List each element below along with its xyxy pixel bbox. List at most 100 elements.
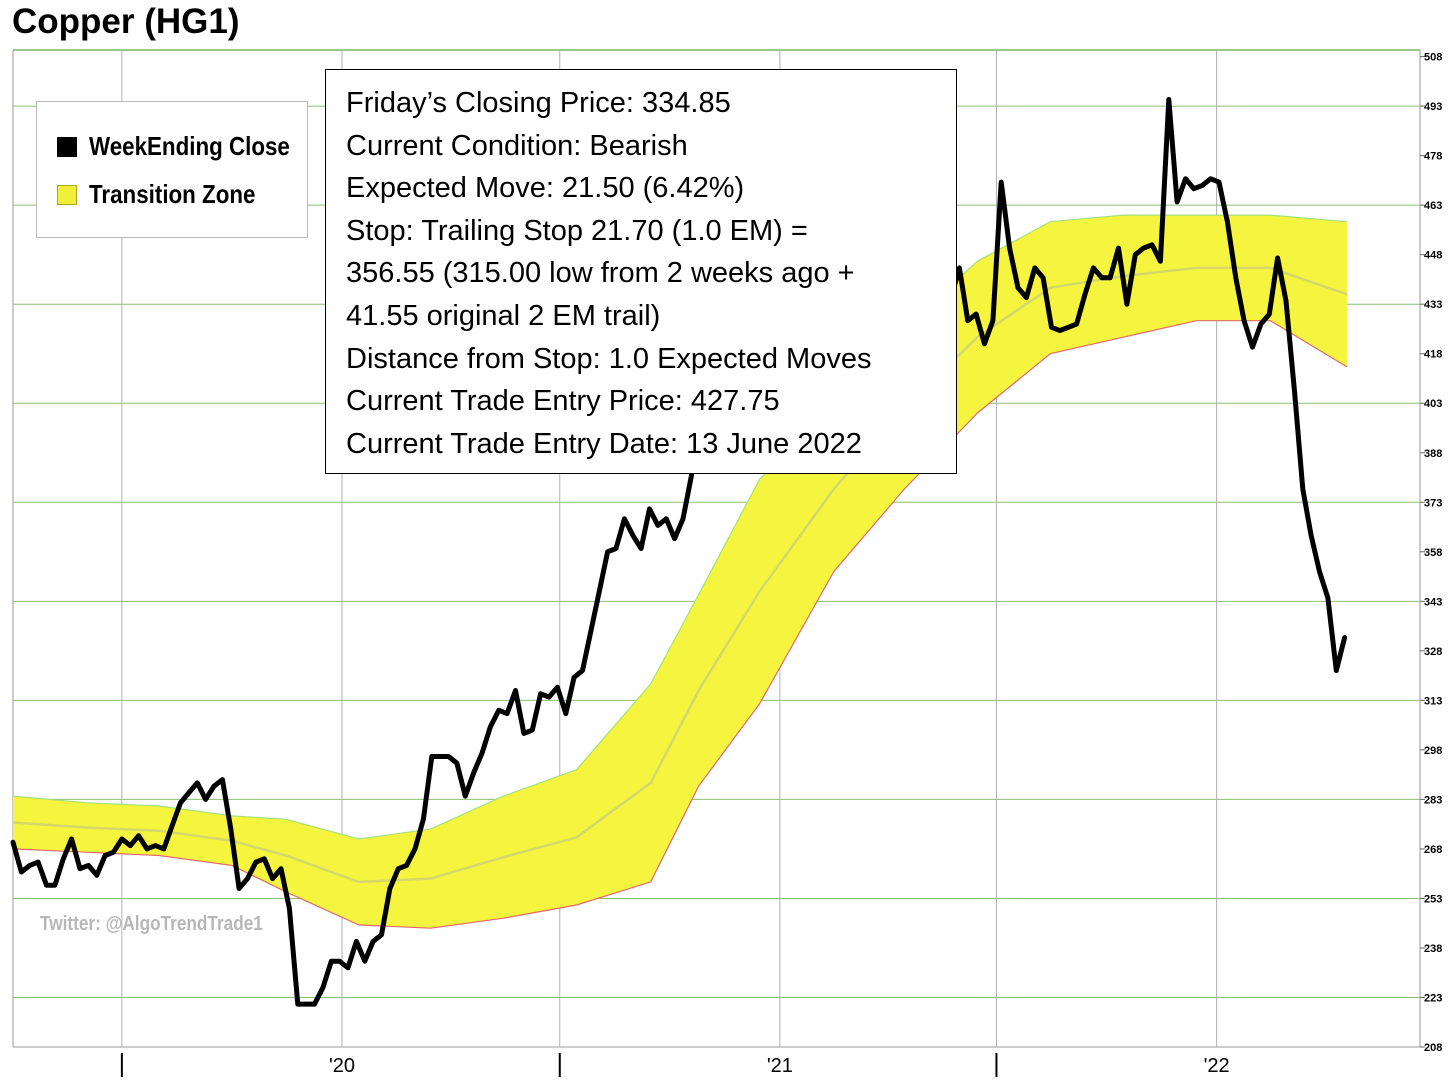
close-price-point — [682, 518, 684, 520]
close-price-point — [414, 848, 416, 850]
close-price-point — [1293, 389, 1295, 391]
close-price-point — [431, 756, 433, 757]
close-price-point — [615, 548, 617, 549]
close-price-point — [314, 1003, 315, 1005]
close-price-point — [1134, 254, 1136, 256]
info-line-closing-price: Friday’s Closing Price: 334.85 — [346, 87, 731, 119]
close-price-point — [1335, 670, 1337, 672]
close-price-point — [1252, 346, 1253, 348]
y-tick-label: 268 — [1424, 844, 1442, 856]
close-price-point — [154, 845, 156, 847]
y-tick-label: 313 — [1424, 695, 1442, 707]
close-price-point — [489, 726, 491, 728]
close-price-point — [1017, 287, 1019, 289]
close-price-point — [439, 756, 441, 757]
close-price-point — [556, 686, 558, 688]
close-price-point — [339, 960, 341, 962]
close-price-point — [213, 785, 215, 787]
close-price-point — [121, 838, 123, 840]
close-price-point — [573, 676, 575, 678]
close-price-point — [37, 861, 39, 863]
y-tick-label: 433 — [1424, 299, 1442, 311]
y-tick-label: 388 — [1424, 448, 1442, 460]
close-price-point — [113, 851, 114, 853]
close-price-point — [71, 838, 73, 840]
info-line-distance: Distance from Stop: 1.0 Expected Moves — [346, 342, 872, 375]
close-price-point — [297, 1003, 299, 1005]
close-price-point — [1143, 247, 1145, 249]
close-price-point — [1084, 293, 1086, 295]
transition-zone-upper-edge — [12, 214, 1348, 840]
y-tick-label: 418 — [1424, 349, 1442, 361]
close-price-point — [632, 534, 634, 536]
close-price-point — [129, 845, 131, 847]
close-price-point — [272, 878, 274, 880]
y-tick-label: 343 — [1424, 596, 1442, 608]
close-price-point — [188, 792, 190, 794]
close-price-point — [565, 713, 567, 715]
y-tick-label: 223 — [1424, 992, 1442, 1004]
info-line-expected-move: Expected Move: 21.50 (6.42%) — [346, 172, 745, 205]
close-price-line — [10, 97, 1348, 1007]
legend-item-close: WeekEnding Close — [57, 131, 323, 162]
close-price-point — [1059, 330, 1061, 332]
close-price-point — [1302, 488, 1304, 490]
close-price-point — [1151, 244, 1153, 246]
close-price-point — [280, 868, 282, 870]
close-price-point — [958, 267, 960, 269]
close-price-point — [381, 934, 382, 936]
transition-zone-fill — [13, 215, 1347, 929]
y-tick-label: 253 — [1424, 893, 1442, 905]
close-price-point — [1193, 188, 1195, 190]
info-line-condition: Current Condition: Bearish — [346, 129, 688, 162]
close-price-point — [590, 630, 592, 632]
transition-zone-lower-edge — [12, 320, 1348, 929]
close-price-point — [1226, 221, 1228, 223]
close-price-point — [230, 828, 232, 830]
close-price-point — [79, 868, 81, 870]
close-price-point — [1118, 247, 1119, 249]
y-tick-label: 328 — [1424, 646, 1442, 658]
legend: WeekEnding Close Transition Zone — [36, 101, 308, 238]
close-price-point — [1092, 267, 1094, 269]
y-tick-label: 358 — [1424, 547, 1442, 559]
close-price-point — [548, 696, 550, 698]
close-price-point — [598, 590, 600, 592]
info-line-entry-date: Current Trade Entry Date: 13 June 2022 — [346, 427, 862, 460]
x-tick-label: '20 — [329, 1055, 355, 1077]
close-price-point — [464, 795, 466, 797]
close-price-point — [87, 864, 89, 866]
close-price-point — [481, 752, 483, 754]
close-price-point — [674, 538, 676, 540]
close-price-point — [540, 693, 542, 695]
close-price-point — [389, 888, 391, 889]
legend-label-close: WeekEnding Close — [89, 131, 290, 161]
close-price-point — [1344, 637, 1346, 639]
close-price-point — [12, 841, 14, 843]
x-tick-label: '21 — [767, 1055, 793, 1077]
close-price-point — [1109, 277, 1111, 279]
chart-title: Copper (HG1) — [12, 2, 240, 41]
info-line-stop: Stop: Trailing Stop 21.70 (1.0 EM) = — [346, 214, 808, 247]
close-price-point — [690, 475, 692, 477]
y-tick-label: 373 — [1424, 497, 1442, 509]
close-price-point — [205, 798, 207, 800]
close-price-point — [372, 940, 374, 942]
close-price-point — [1159, 260, 1161, 262]
legend-swatch-close — [57, 136, 77, 157]
close-price-point — [138, 835, 140, 837]
close-price-point — [984, 343, 985, 345]
close-price-point — [29, 864, 31, 866]
close-price-point — [422, 818, 424, 820]
close-price-point — [1277, 257, 1279, 259]
y-tick-label: 508 — [1424, 52, 1442, 64]
close-price-point — [1185, 178, 1186, 180]
close-price-point — [1025, 297, 1027, 299]
close-price-point — [347, 967, 349, 969]
close-price-point — [640, 548, 642, 549]
close-price-point — [649, 508, 650, 510]
close-price-point — [397, 868, 399, 870]
close-price-point — [623, 518, 625, 520]
close-price-point — [163, 848, 165, 850]
close-price-point — [1260, 323, 1262, 325]
